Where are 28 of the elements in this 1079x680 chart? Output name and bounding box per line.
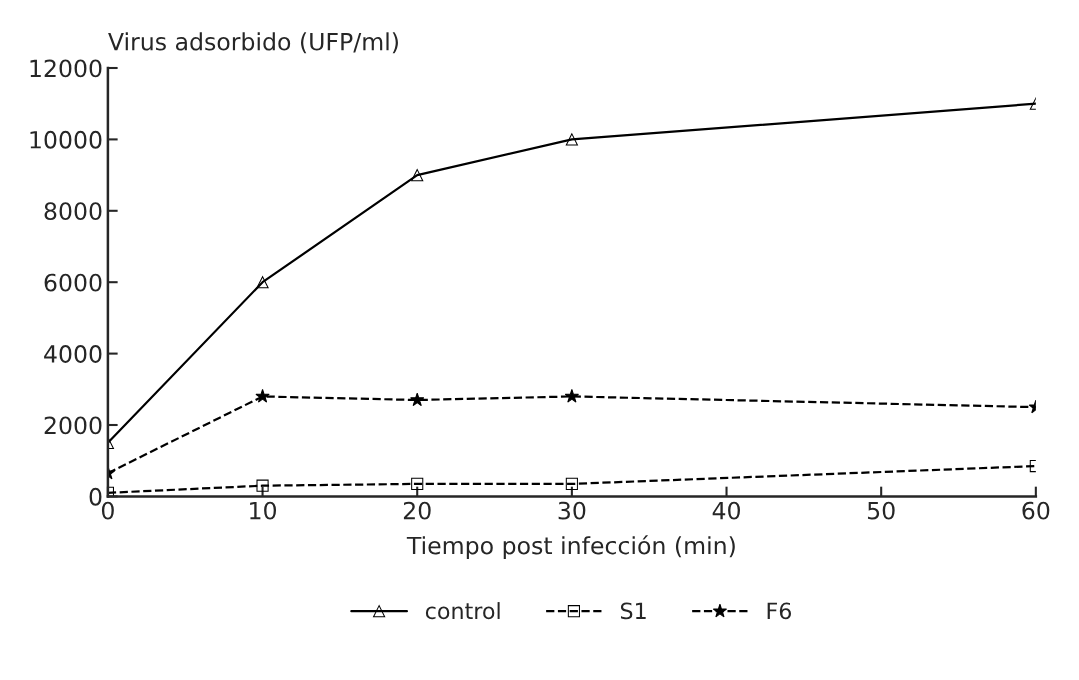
point (411, 169, 424, 182)
y-axis-title: Virus adsorbido (UFP/ml) (108, 32, 398, 54)
x-tick-label: 30 (558, 501, 586, 520)
legend-label: control (425, 602, 500, 620)
point (565, 133, 578, 146)
x-tick-label: 10 (250, 501, 277, 520)
x-tick-label: 20 (403, 501, 431, 520)
point (564, 388, 579, 403)
x-tick-label: 40 (712, 501, 740, 520)
point (410, 392, 425, 407)
y-tick-label: 12000 (30, 59, 102, 78)
y-tick-label: 6000 (44, 273, 102, 292)
x-tick-label: 50 (867, 501, 895, 520)
y-tick-label: 8000 (44, 202, 102, 221)
y-tick-label: 2000 (44, 416, 102, 435)
legend-label: F6 (767, 602, 792, 620)
legend-label: S1 (620, 602, 646, 620)
point (411, 477, 424, 490)
y-tick-label: 10000 (30, 130, 102, 149)
point (256, 479, 269, 492)
point (255, 388, 270, 403)
point (565, 477, 578, 490)
y-tick-label: 0 (89, 487, 102, 506)
x-axis-title: Tiempo post infección (min) (406, 535, 735, 560)
x-tick-label: 0 (101, 501, 114, 520)
point (256, 276, 269, 289)
x-tick-label: 60 (1022, 501, 1050, 520)
y-tick-label: 4000 (44, 345, 102, 363)
